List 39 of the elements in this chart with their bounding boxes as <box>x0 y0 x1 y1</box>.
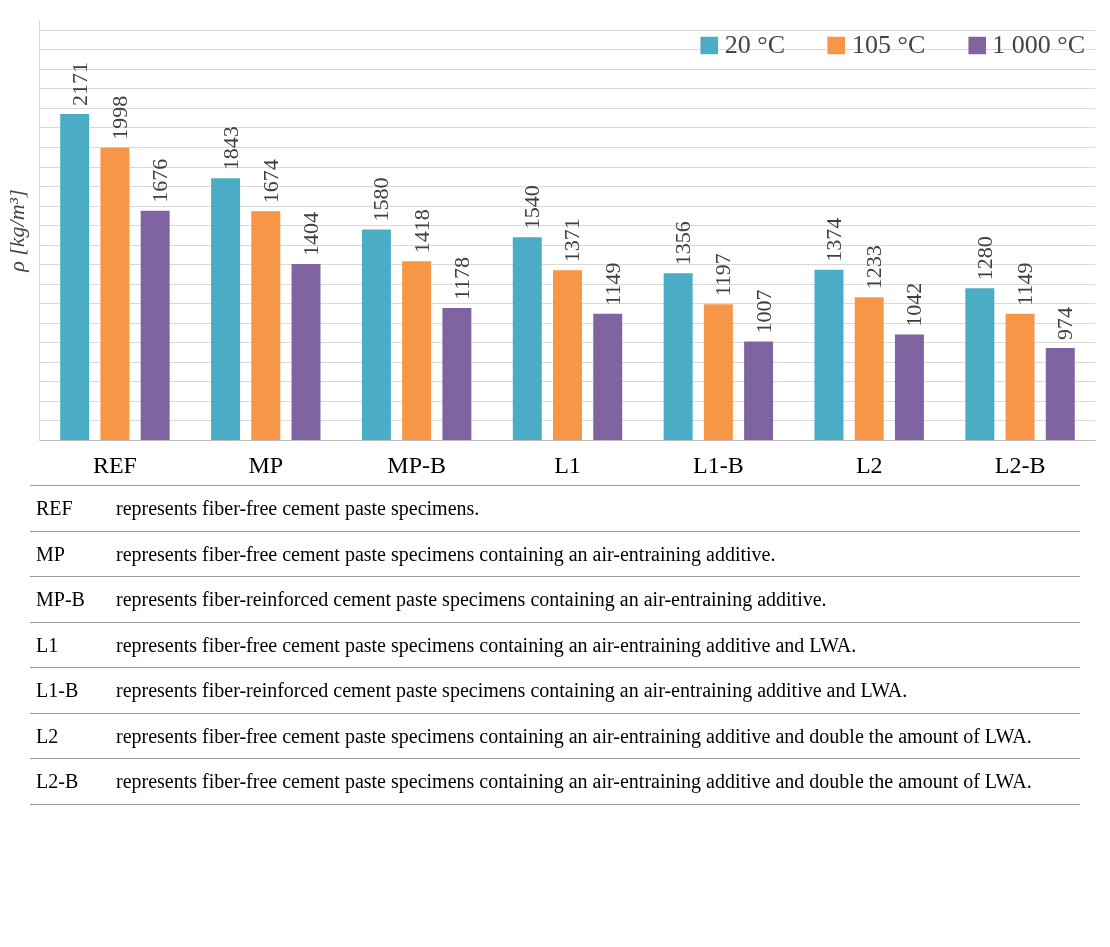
text: MP-B represents fiber-reinforced cement paste specimens containing an air-entraining additive. <box>36 588 827 611</box>
x-tick-label: L1 <box>554 451 581 478</box>
text: L2 represents fiber-free cement paste specimens containing an air-entraining additive and double the amount of LWA. <box>36 724 1032 747</box>
data-label: 1998 <box>106 95 132 140</box>
data-label: 1374 <box>820 217 846 262</box>
data-label: 1674 <box>257 159 283 204</box>
text: L1-B represents fiber-reinforced cement paste specimens containing an air-entraining additive and LWA. <box>36 679 908 702</box>
data-label: 1418 <box>408 209 434 254</box>
text: L1 represents fiber-free cement paste specimens containing an air-entraining additive and LWA. <box>36 633 857 656</box>
data-label: 1404 <box>298 211 324 256</box>
data-label: 1580 <box>368 177 394 222</box>
text: REF represents fiber-free cement paste specimens. <box>36 497 480 519</box>
data-label: 1149 <box>599 262 625 306</box>
legend-label: 20 °C <box>724 30 785 60</box>
data-label: 1540 <box>519 185 545 230</box>
y-axis-title: ρ [kg/m³] <box>3 189 29 273</box>
data-label: 974 <box>1052 306 1078 340</box>
text: MP represents fiber-free cement paste specimens containing an air-entraining additive. <box>36 542 776 565</box>
legend-label: 105 °C <box>852 30 926 60</box>
x-tick-label: L1-B <box>693 451 744 478</box>
text: L2-B represents fiber-free cement paste specimens containing an air-entraining additive and double the amount of LWA. <box>36 770 1032 793</box>
data-label: 1007 <box>750 289 776 334</box>
data-label: 1843 <box>217 126 243 171</box>
x-tick-label: MP-B <box>387 451 446 478</box>
data-label: 1042 <box>901 282 927 327</box>
x-tick-label: MP <box>248 451 284 478</box>
data-label: 2171 <box>66 62 92 107</box>
x-tick-label: REF <box>92 451 137 478</box>
x-tick-label: L2-B <box>994 451 1046 478</box>
data-label: 1197 <box>710 253 736 297</box>
data-label: 1356 <box>670 221 696 266</box>
data-label: 1280 <box>971 236 997 281</box>
data-label: 1149 <box>1012 262 1038 306</box>
data-label: 1371 <box>559 218 585 263</box>
legend-label: 1 000 °C <box>992 30 1085 60</box>
data-label: 1178 <box>448 256 474 301</box>
data-label: 1233 <box>861 245 887 290</box>
x-tick-label: L2 <box>855 451 883 478</box>
data-label: 1676 <box>147 158 173 203</box>
